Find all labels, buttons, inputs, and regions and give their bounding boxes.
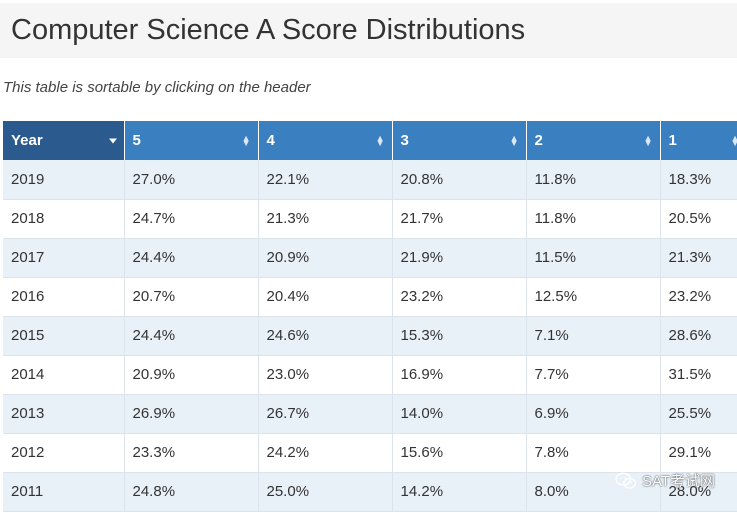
sort-both-icon: ▲ ▼ bbox=[730, 132, 737, 148]
percentage-cell: 11.5% bbox=[526, 238, 661, 278]
column-header-year[interactable]: Year bbox=[3, 121, 125, 160]
percentage-cell: 20.9% bbox=[124, 355, 259, 395]
percentage-cell: 16.9% bbox=[392, 355, 527, 395]
percentage-cell: 23.2% bbox=[392, 277, 527, 317]
percentage-cell: 20.5% bbox=[660, 199, 737, 239]
column-header-label: 5 bbox=[132, 132, 141, 149]
percentage-cell: 24.6% bbox=[258, 316, 393, 356]
table-row: 2015 24.4% 24.6% 15.3% 7.1% 28.6% bbox=[3, 316, 737, 356]
percentage-cell: 15.6% bbox=[392, 433, 527, 473]
table-row: 2018 24.7% 21.3% 21.7% 11.8% 20.5% bbox=[3, 199, 737, 239]
percentage-cell: 7.8% bbox=[526, 433, 661, 473]
percentage-cell: 8.0% bbox=[526, 472, 661, 512]
percentage-cell: 11.8% bbox=[526, 199, 661, 239]
column-header-score-4[interactable]: 4 ▲ ▼ bbox=[258, 121, 393, 160]
percentage-cell: 24.7% bbox=[124, 199, 259, 239]
column-header-label: 1 bbox=[668, 132, 677, 149]
percentage-cell: 12.5% bbox=[526, 277, 661, 317]
year-cell: 2012 bbox=[3, 433, 125, 473]
table-row: 2013 26.9% 26.7% 14.0% 6.9% 25.5% bbox=[3, 394, 737, 434]
percentage-cell: 25.5% bbox=[660, 394, 737, 434]
percentage-cell: 18.3% bbox=[660, 160, 737, 200]
sort-descending-icon bbox=[108, 138, 117, 143]
percentage-cell: 14.2% bbox=[392, 472, 527, 512]
column-header-score-2[interactable]: 2 ▲ ▼ bbox=[526, 121, 661, 160]
table-row: 2016 20.7% 20.4% 23.2% 12.5% 23.2% bbox=[3, 277, 737, 317]
page-subtitle: This table is sortable by clicking on th… bbox=[3, 79, 311, 96]
percentage-cell: 6.9% bbox=[526, 394, 661, 434]
column-header-label: 3 bbox=[400, 132, 409, 149]
percentage-cell: 20.9% bbox=[258, 238, 393, 278]
percentage-cell: 21.3% bbox=[660, 238, 737, 278]
percentage-cell: 7.7% bbox=[526, 355, 661, 395]
table-row: 2011 24.8% 25.0% 14.2% 8.0% 28.0% bbox=[3, 472, 737, 512]
sort-both-icon: ▲ ▼ bbox=[643, 132, 653, 148]
sort-both-icon: ▲ ▼ bbox=[509, 132, 519, 148]
wechat-icon bbox=[615, 472, 637, 489]
score-distribution-table: Year 5 ▲ ▼ 4 ▲ ▼ 3 ▲ ▼ 2 ▲ ▼ 1 ▲ ▼ 2019 27.0% 22.1% 20.8% 1… bbox=[3, 121, 737, 512]
column-header-score-3[interactable]: 3 ▲ ▼ bbox=[392, 121, 527, 160]
percentage-cell: 31.5% bbox=[660, 355, 737, 395]
percentage-cell: 21.9% bbox=[392, 238, 527, 278]
year-cell: 2014 bbox=[3, 355, 125, 395]
year-cell: 2019 bbox=[3, 160, 125, 200]
percentage-cell: 20.8% bbox=[392, 160, 527, 200]
percentage-cell: 29.1% bbox=[660, 433, 737, 473]
column-header-score-5[interactable]: 5 ▲ ▼ bbox=[124, 121, 259, 160]
percentage-cell: 24.2% bbox=[258, 433, 393, 473]
sort-both-icon: ▲ ▼ bbox=[375, 132, 385, 148]
percentage-cell: 23.2% bbox=[660, 277, 737, 317]
watermark: SAT考试网 bbox=[615, 470, 715, 491]
year-cell: 2013 bbox=[3, 394, 125, 434]
percentage-cell: 11.8% bbox=[526, 160, 661, 200]
percentage-cell: 26.7% bbox=[258, 394, 393, 434]
percentage-cell: 14.0% bbox=[392, 394, 527, 434]
percentage-cell: 25.0% bbox=[258, 472, 393, 512]
percentage-cell: 24.4% bbox=[124, 316, 259, 356]
page-header: Computer Science A Score Distributions bbox=[0, 3, 737, 58]
column-header-label: Year bbox=[11, 132, 43, 149]
percentage-cell: 21.3% bbox=[258, 199, 393, 239]
percentage-cell: 22.1% bbox=[258, 160, 393, 200]
percentage-cell: 15.3% bbox=[392, 316, 527, 356]
percentage-cell: 28.0% bbox=[660, 472, 737, 512]
percentage-cell: 23.3% bbox=[124, 433, 259, 473]
column-header-label: 2 bbox=[534, 132, 543, 149]
year-cell: 2017 bbox=[3, 238, 125, 278]
column-header-score-1[interactable]: 1 ▲ ▼ bbox=[660, 121, 737, 160]
percentage-cell: 20.7% bbox=[124, 277, 259, 317]
percentage-cell: 20.4% bbox=[258, 277, 393, 317]
table-row: 2017 24.4% 20.9% 21.9% 11.5% 21.3% bbox=[3, 238, 737, 278]
year-cell: 2018 bbox=[3, 199, 125, 239]
table-header: Year 5 ▲ ▼ 4 ▲ ▼ 3 ▲ ▼ 2 ▲ ▼ 1 ▲ ▼ bbox=[3, 121, 737, 160]
table-row: 2014 20.9% 23.0% 16.9% 7.7% 31.5% bbox=[3, 355, 737, 395]
sort-both-icon: ▲ ▼ bbox=[241, 132, 251, 148]
percentage-cell: 21.7% bbox=[392, 199, 527, 239]
percentage-cell: 23.0% bbox=[258, 355, 393, 395]
year-cell: 2015 bbox=[3, 316, 125, 356]
percentage-cell: 28.6% bbox=[660, 316, 737, 356]
percentage-cell: 7.1% bbox=[526, 316, 661, 356]
percentage-cell: 27.0% bbox=[124, 160, 259, 200]
column-header-label: 4 bbox=[266, 132, 275, 149]
year-cell: 2016 bbox=[3, 277, 125, 317]
page-title: Computer Science A Score Distributions bbox=[11, 14, 526, 46]
percentage-cell: 26.9% bbox=[124, 394, 259, 434]
table-row: 2012 23.3% 24.2% 15.6% 7.8% 29.1% bbox=[3, 433, 737, 473]
watermark-text: SAT考试网 bbox=[641, 473, 715, 490]
table-header-row: Year 5 ▲ ▼ 4 ▲ ▼ 3 ▲ ▼ 2 ▲ ▼ 1 ▲ ▼ bbox=[3, 121, 737, 160]
table-body: 2019 27.0% 22.1% 20.8% 11.8% 18.3% 2018 24.7% 21… bbox=[3, 160, 737, 512]
year-cell: 2011 bbox=[3, 472, 125, 512]
percentage-cell: 24.8% bbox=[124, 472, 259, 512]
table-row: 2019 27.0% 22.1% 20.8% 11.8% 18.3% bbox=[3, 160, 737, 200]
percentage-cell: 24.4% bbox=[124, 238, 259, 278]
